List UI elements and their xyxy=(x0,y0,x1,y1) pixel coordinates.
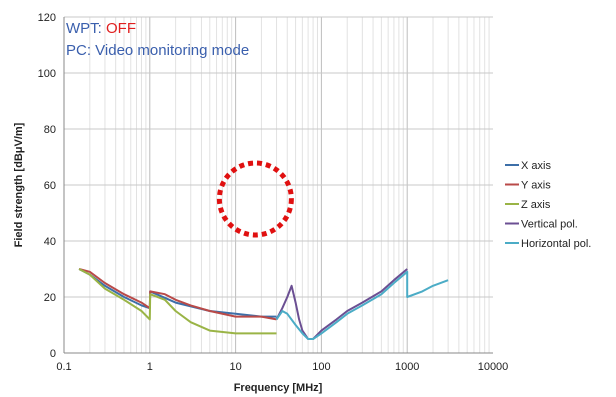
series-line-horizontal-pol xyxy=(275,270,449,340)
x-tick-label: 10000 xyxy=(478,361,509,373)
x-tick-label: 100 xyxy=(312,361,330,373)
annotation-pc-mode: PC: Video monitoring mode xyxy=(66,42,249,59)
series-line-z-axis xyxy=(78,268,277,335)
grid xyxy=(63,16,493,354)
x-tick-label: 1 xyxy=(147,361,153,373)
y-tick-label: 60 xyxy=(44,180,56,192)
legend-label-z-axis: Z axis xyxy=(521,199,551,211)
annotation-wpt-prefix: WPT: xyxy=(66,20,106,37)
annotation-wpt-value: OFF xyxy=(106,20,136,37)
legend-label-vertical-pol: Vertical pol. xyxy=(521,219,578,231)
y-tick-label: 100 xyxy=(38,68,56,80)
legend: X axis Y axis Z axis Vertical pol. Horizonta… xyxy=(505,160,591,250)
tick-labels: 0.1 1 10 100 1000 10000 0 20 40 60 80 100 120 xyxy=(38,12,509,373)
series-line-y-axis xyxy=(78,268,277,321)
x-tick-label: 1000 xyxy=(395,361,419,373)
highlight-dashed-circle xyxy=(216,160,294,238)
y-tick-label: 120 xyxy=(38,12,56,24)
y-tick-label: 0 xyxy=(50,348,56,360)
y-tick-label: 40 xyxy=(44,236,56,248)
y-axis-title: Field strength [dBμV/m] xyxy=(13,122,25,247)
legend-label-horizontal-pol: Horizontal pol. xyxy=(521,238,591,250)
annotation-wpt: WPT: OFF xyxy=(66,20,136,37)
y-tick-label: 20 xyxy=(44,292,56,304)
legend-label-y-axis: Y axis xyxy=(521,180,551,192)
axes xyxy=(63,17,493,354)
series-layer xyxy=(78,268,449,340)
x-tick-label: 0.1 xyxy=(56,361,71,373)
x-tick-label: 10 xyxy=(229,361,241,373)
legend-label-x-axis: X axis xyxy=(521,160,551,172)
y-tick-label: 80 xyxy=(44,124,56,136)
series-line-x-axis xyxy=(78,268,277,318)
series-line-vertical-pol xyxy=(275,268,408,340)
x-axis-title: Frequency [MHz] xyxy=(234,382,323,394)
